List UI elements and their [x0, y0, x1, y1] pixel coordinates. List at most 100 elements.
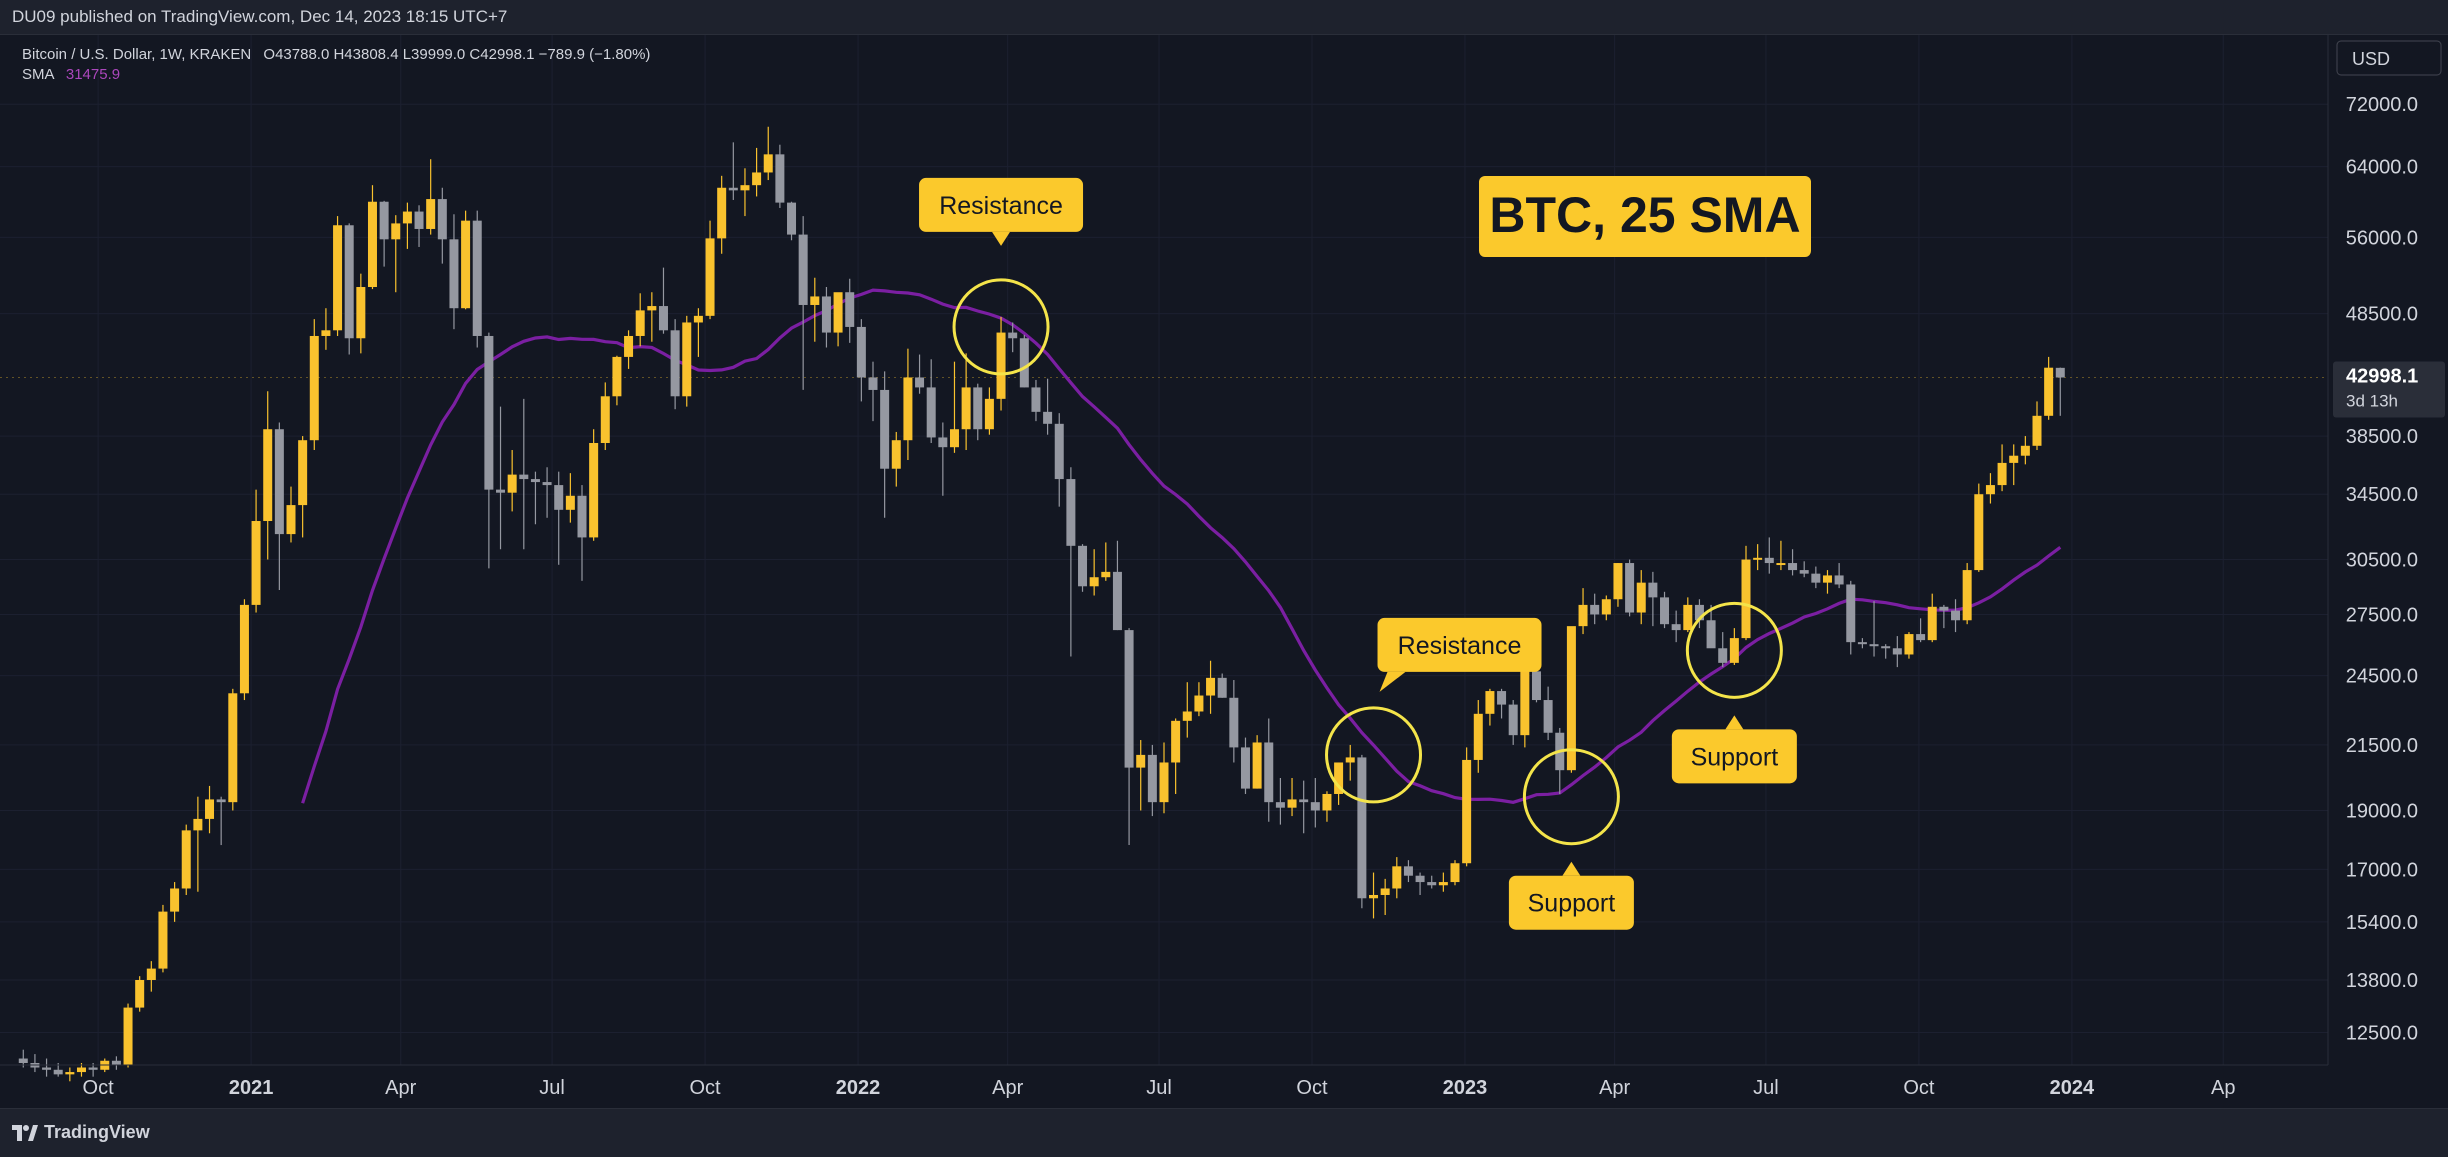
- candle: [635, 293, 645, 347]
- candle-body: [414, 211, 424, 229]
- candle-body: [1753, 557, 1763, 560]
- candle: [1252, 735, 1262, 789]
- candle-body: [868, 377, 878, 390]
- tradingview-logo-icon: [12, 1124, 38, 1141]
- candle-body: [798, 234, 808, 305]
- candle: [1951, 599, 1961, 633]
- last-price-countdown: 3d 13h: [2346, 391, 2398, 410]
- candle-body: [1590, 604, 1600, 615]
- candle-body: [1822, 575, 1832, 583]
- time-tick-label: Oct: [1903, 1077, 1935, 1099]
- candle: [973, 383, 983, 441]
- candle: [239, 599, 249, 701]
- candle: [577, 485, 587, 581]
- candle: [1776, 540, 1786, 571]
- candle: [274, 422, 284, 590]
- candle: [1846, 580, 1856, 655]
- candle-body: [146, 968, 156, 980]
- candle-body: [76, 1067, 86, 1073]
- candle: [1997, 444, 2007, 492]
- candle: [2032, 401, 2042, 451]
- candle: [228, 688, 238, 811]
- candle: [1834, 563, 1844, 589]
- candle: [1019, 334, 1029, 388]
- candle-body: [845, 292, 855, 327]
- candle: [426, 159, 436, 235]
- candle-body: [926, 387, 936, 438]
- candle: [1520, 667, 1530, 748]
- candle: [1182, 682, 1192, 738]
- candle-body: [565, 495, 575, 510]
- candle: [1450, 860, 1460, 886]
- candle-body: [402, 211, 412, 224]
- candle: [1206, 660, 1216, 714]
- candle: [1590, 593, 1600, 625]
- candle-body: [205, 799, 215, 819]
- candle-body: [1299, 799, 1309, 803]
- candle: [658, 267, 668, 334]
- candle-body: [1927, 606, 1937, 641]
- candle-body: [65, 1072, 75, 1075]
- chart-area[interactable]: Resistance Resistance Support Support BTC, …: [0, 35, 2448, 1108]
- tradingview-brand: TradingView: [44, 1122, 150, 1142]
- time-tick-label: 2023: [1443, 1077, 1488, 1099]
- candle-body: [1066, 479, 1076, 546]
- candle: [1275, 778, 1285, 825]
- time-axis[interactable]: Oct 2021 Apr Jul Oct 2022 Apr Jul Oct 2023 Apr Jul O…: [0, 1064, 2328, 1099]
- candle: [1078, 544, 1088, 592]
- candle: [1136, 740, 1146, 811]
- candle: [926, 359, 936, 443]
- candle-body: [1415, 875, 1425, 883]
- grid: [0, 35, 2328, 1065]
- candle: [216, 796, 226, 846]
- candle: [111, 1056, 121, 1070]
- candle: [1497, 688, 1507, 719]
- candle: [251, 489, 261, 613]
- price-tick-label: 56000.0: [2346, 227, 2418, 249]
- candle-body: [1974, 494, 1984, 571]
- candle: [484, 332, 494, 569]
- candle: [717, 175, 727, 254]
- candle: [1671, 610, 1681, 643]
- candle-body: [519, 474, 529, 480]
- candle-body: [193, 818, 203, 831]
- candle-body: [1741, 559, 1751, 639]
- candle: [1066, 467, 1076, 657]
- annotation-resistance: Resistance: [1325, 617, 1542, 804]
- annotation-pointer: [992, 231, 1011, 246]
- candle: [1287, 778, 1297, 817]
- annotation-support: Support: [1671, 601, 1797, 784]
- candle: [915, 354, 925, 394]
- candle: [1380, 878, 1390, 915]
- price-tick-label: 24500.0: [2346, 666, 2418, 688]
- candle-body: [996, 332, 1006, 399]
- candle-body: [1252, 742, 1262, 789]
- time-tick-label: Oct: [1296, 1077, 1328, 1099]
- candle-body: [1543, 700, 1553, 733]
- candle-body: [309, 335, 319, 441]
- price-axis[interactable]: 72000.0 64000.0 56000.0 48500.0 38500.0 34500…: [2327, 35, 2418, 1065]
- candle: [1240, 737, 1250, 794]
- candle: [65, 1067, 75, 1082]
- candle: [449, 214, 459, 330]
- candle: [1857, 638, 1867, 649]
- candle: [1310, 778, 1320, 828]
- price-tick-label: 19000.0: [2346, 800, 2418, 822]
- sma-line-layer: [301, 288, 2062, 804]
- candle-body: [263, 429, 273, 522]
- last-price-label: 42998.1 3d 13h: [2333, 361, 2445, 418]
- currency-button[interactable]: USD: [2336, 40, 2442, 76]
- candle-body: [856, 326, 866, 378]
- candle: [1008, 322, 1018, 353]
- candle: [135, 976, 145, 1012]
- candle: [1147, 744, 1157, 817]
- candle-body: [1694, 604, 1704, 621]
- candle-body: [903, 377, 913, 441]
- price-tick-label: 30500.0: [2346, 550, 2418, 572]
- candle: [1264, 718, 1274, 822]
- candle-body: [18, 1058, 28, 1063]
- candle-body: [1764, 557, 1774, 564]
- tradingview-logo[interactable]: TradingView: [12, 1122, 150, 1143]
- candle-body: [2055, 367, 2065, 378]
- chart-canvas[interactable]: Resistance Resistance Support Support BTC, …: [0, 35, 2448, 1108]
